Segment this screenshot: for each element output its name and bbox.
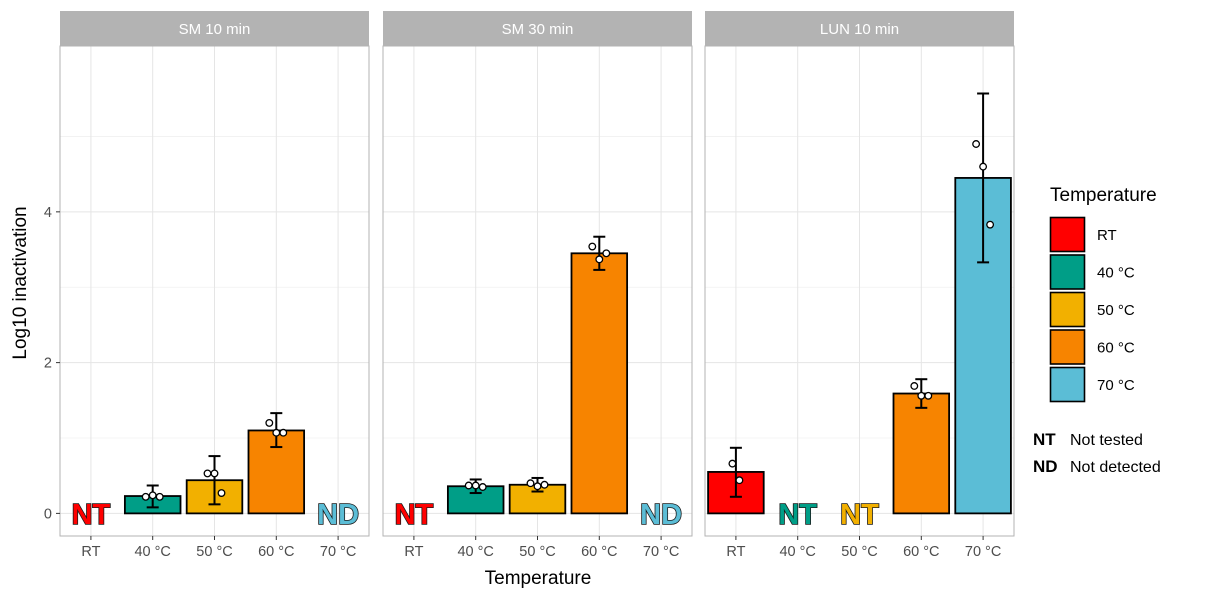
annotation-notes: NT Not tested ND Not detected: [1033, 430, 1161, 476]
data-point: [279, 428, 288, 437]
y-axis-title: Log10 inactivation: [10, 206, 31, 359]
data-point: [210, 469, 219, 478]
data-point: [910, 382, 919, 390]
note-code: NT: [1033, 430, 1056, 449]
x-tick-label: 70 °C: [320, 544, 356, 560]
facet-panel: SM 30 min NT ND RT 40 °C 50 °C 60 °C 70 °C: [382, 11, 693, 560]
data-point: [972, 140, 981, 148]
x-tick-label: 70 °C: [965, 544, 1001, 560]
data-point: [464, 481, 473, 490]
annotation-label: NT: [840, 499, 879, 531]
y-tick-label: 4: [44, 205, 52, 221]
facet-strip: [383, 11, 692, 46]
data-point: [728, 459, 737, 468]
data-point: [540, 480, 549, 489]
data-point: [979, 162, 988, 171]
facet-title: SM 10 min: [179, 21, 251, 38]
data-point: [148, 491, 157, 500]
legend-swatch: [1049, 254, 1086, 290]
legend-swatch: [1049, 329, 1086, 365]
x-tick-label: 50 °C: [196, 544, 232, 560]
x-tick-label: 50 °C: [519, 544, 555, 560]
data-point: [217, 489, 226, 497]
data-point: [924, 391, 933, 400]
data-point: [203, 469, 212, 478]
x-tick-label: 60 °C: [258, 544, 294, 560]
x-tick-label: 40 °C: [779, 544, 815, 560]
x-tick-label: 40 °C: [134, 544, 170, 560]
legend-swatch: [1049, 216, 1086, 253]
facet-panel: LUN 10 min NT NT RT 40 °C 50 °C 60 °C 70 °C: [704, 11, 1015, 560]
y-tick-label: 2: [44, 356, 52, 372]
annotation-label: NT: [395, 499, 434, 531]
x-tick-label: 70 °C: [643, 544, 679, 560]
legend-label: RT: [1097, 227, 1117, 244]
annotation-label: NT: [72, 499, 111, 531]
data-point: [141, 492, 150, 501]
legend-label: 40 °C: [1097, 265, 1135, 282]
data-point: [735, 476, 744, 485]
facet-title: SM 30 min: [502, 21, 574, 38]
data-point: [917, 391, 926, 400]
data-point: [265, 418, 274, 427]
x-tick-label: 50 °C: [841, 544, 877, 560]
legend-label: 70 °C: [1097, 377, 1135, 394]
legend-label: 60 °C: [1097, 340, 1135, 357]
data-point: [602, 249, 611, 258]
data-point: [588, 242, 597, 251]
x-tick-label: RT: [81, 544, 100, 560]
facet-title: LUN 10 min: [820, 21, 899, 38]
facet-strip: [705, 11, 1014, 46]
legend-label: 50 °C: [1097, 302, 1135, 319]
x-tick-label: RT: [726, 544, 745, 560]
data-point: [471, 481, 480, 490]
data-point: [272, 428, 281, 437]
y-axis: 0 2 4: [44, 205, 60, 522]
data-point: [155, 492, 164, 501]
data-point: [986, 220, 995, 229]
note-text: Not tested: [1070, 432, 1143, 449]
x-tick-label: 60 °C: [581, 544, 617, 560]
data-point: [478, 483, 487, 491]
legend-swatch: [1049, 291, 1086, 328]
note-code: ND: [1033, 457, 1058, 476]
bar: [892, 392, 951, 515]
annotation-label: ND: [317, 499, 359, 531]
x-axis-title: Temperature: [485, 568, 592, 589]
legend-swatch: [1049, 366, 1086, 403]
annotation-label: ND: [640, 499, 682, 531]
data-point: [533, 482, 542, 491]
bar: [570, 252, 629, 515]
x-tick-label: RT: [404, 544, 423, 560]
legend-items: RT 40 °C 50 °C 60 °C 70 °C: [1049, 216, 1135, 403]
data-point: [595, 255, 604, 264]
legend: Temperature RT 40 °C 50 °C 60 °C 70 °C: [1049, 185, 1157, 403]
legend-title: Temperature: [1050, 185, 1157, 206]
note-text: Not detected: [1070, 459, 1161, 476]
facet-panel: SM 10 min NT ND RT 40 °C 50 °C 60 °C 70 °C: [59, 11, 370, 560]
annotation-label: NT: [778, 499, 817, 531]
data-point: [526, 479, 535, 488]
facet-strip: [60, 11, 369, 46]
x-tick-label: 40 °C: [457, 544, 493, 560]
x-tick-label: 60 °C: [903, 544, 939, 560]
y-tick-label: 0: [44, 506, 52, 522]
